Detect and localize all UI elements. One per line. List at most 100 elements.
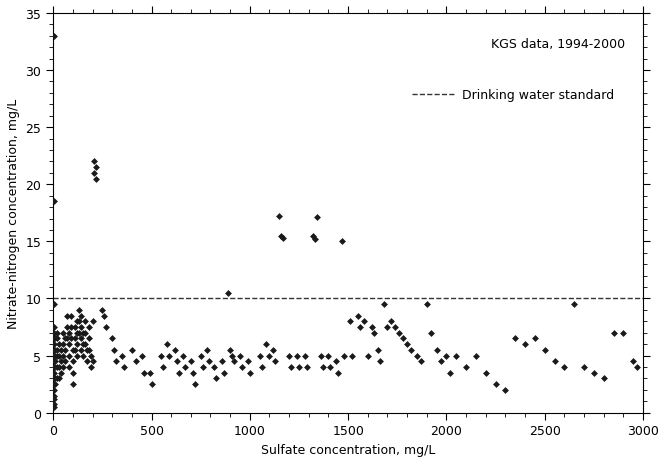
Point [89, 158, 100, 166]
Point [519, 341, 530, 348]
Point [67, 358, 78, 365]
Point [632, 363, 643, 371]
Point [242, 358, 253, 365]
Point [49, 375, 59, 382]
Point [378, 301, 389, 308]
Point [87, 318, 98, 325]
Point [79, 329, 90, 337]
Point [49, 381, 59, 388]
Point [137, 352, 147, 359]
Point [52, 335, 63, 343]
Point [264, 352, 275, 359]
Point [50, 363, 61, 371]
Point [67, 381, 78, 388]
X-axis label: Sulfate concentration, mg/L: Sulfate concentration, mg/L [261, 443, 436, 456]
Point [195, 352, 206, 359]
Point [347, 352, 358, 359]
Point [52, 346, 63, 354]
Point [91, 164, 102, 171]
Point [402, 341, 412, 348]
Point [436, 358, 446, 365]
Point [164, 352, 174, 359]
Point [71, 318, 82, 325]
Point [294, 363, 304, 371]
Point [75, 335, 86, 343]
Point [54, 341, 65, 348]
Point [559, 363, 570, 371]
Point [63, 363, 74, 371]
Point [480, 369, 491, 376]
Point [49, 403, 59, 411]
Point [49, 363, 59, 371]
Point [599, 375, 609, 382]
Point [366, 324, 377, 331]
Point [394, 329, 405, 337]
Point [333, 369, 344, 376]
Drinking water standard [49, 296, 57, 301]
Point [323, 352, 334, 359]
Point [101, 324, 112, 331]
Point [58, 329, 69, 337]
Point [358, 318, 369, 325]
Point [549, 358, 560, 365]
Point [422, 301, 432, 308]
Point [58, 341, 69, 348]
Point [71, 329, 82, 337]
Point [67, 346, 78, 354]
Point [60, 346, 71, 354]
Point [471, 352, 482, 359]
Point [49, 358, 59, 365]
Point [79, 341, 90, 348]
Drinking water standard [49, 296, 57, 301]
Point [77, 352, 88, 359]
Point [325, 363, 336, 371]
Point [52, 329, 63, 337]
Point [317, 363, 328, 371]
Point [201, 346, 212, 354]
Point [50, 381, 61, 388]
Point [374, 358, 385, 365]
Legend: Drinking water standard: Drinking water standard [407, 84, 619, 107]
Point [197, 363, 208, 371]
Point [65, 335, 76, 343]
Point [223, 289, 234, 297]
Point [260, 341, 271, 348]
Point [81, 346, 92, 354]
Point [225, 346, 236, 354]
Point [49, 341, 59, 348]
Point [56, 369, 67, 376]
Point [73, 318, 84, 325]
Point [77, 341, 88, 348]
Point [75, 324, 86, 331]
Point [69, 324, 80, 331]
Point [174, 369, 184, 376]
Point [75, 312, 86, 319]
Point [353, 312, 364, 319]
Point [382, 324, 393, 331]
Point [203, 358, 214, 365]
Point [236, 363, 247, 371]
Point [62, 335, 73, 343]
Point [52, 363, 63, 371]
Point [145, 369, 155, 376]
Point [49, 400, 59, 407]
Point [49, 33, 59, 40]
Point [276, 232, 286, 240]
Point [354, 324, 365, 331]
Point [85, 352, 96, 359]
Point [87, 358, 98, 365]
Point [131, 358, 141, 365]
Point [97, 307, 108, 314]
Point [270, 358, 280, 365]
Point [539, 346, 550, 354]
Point [107, 335, 117, 343]
Point [119, 363, 129, 371]
Point [274, 213, 284, 220]
Point [234, 352, 245, 359]
Point [62, 324, 73, 331]
Point [158, 363, 168, 371]
Point [302, 363, 312, 371]
Point [89, 170, 100, 177]
Point [244, 369, 255, 376]
Point [49, 324, 59, 331]
